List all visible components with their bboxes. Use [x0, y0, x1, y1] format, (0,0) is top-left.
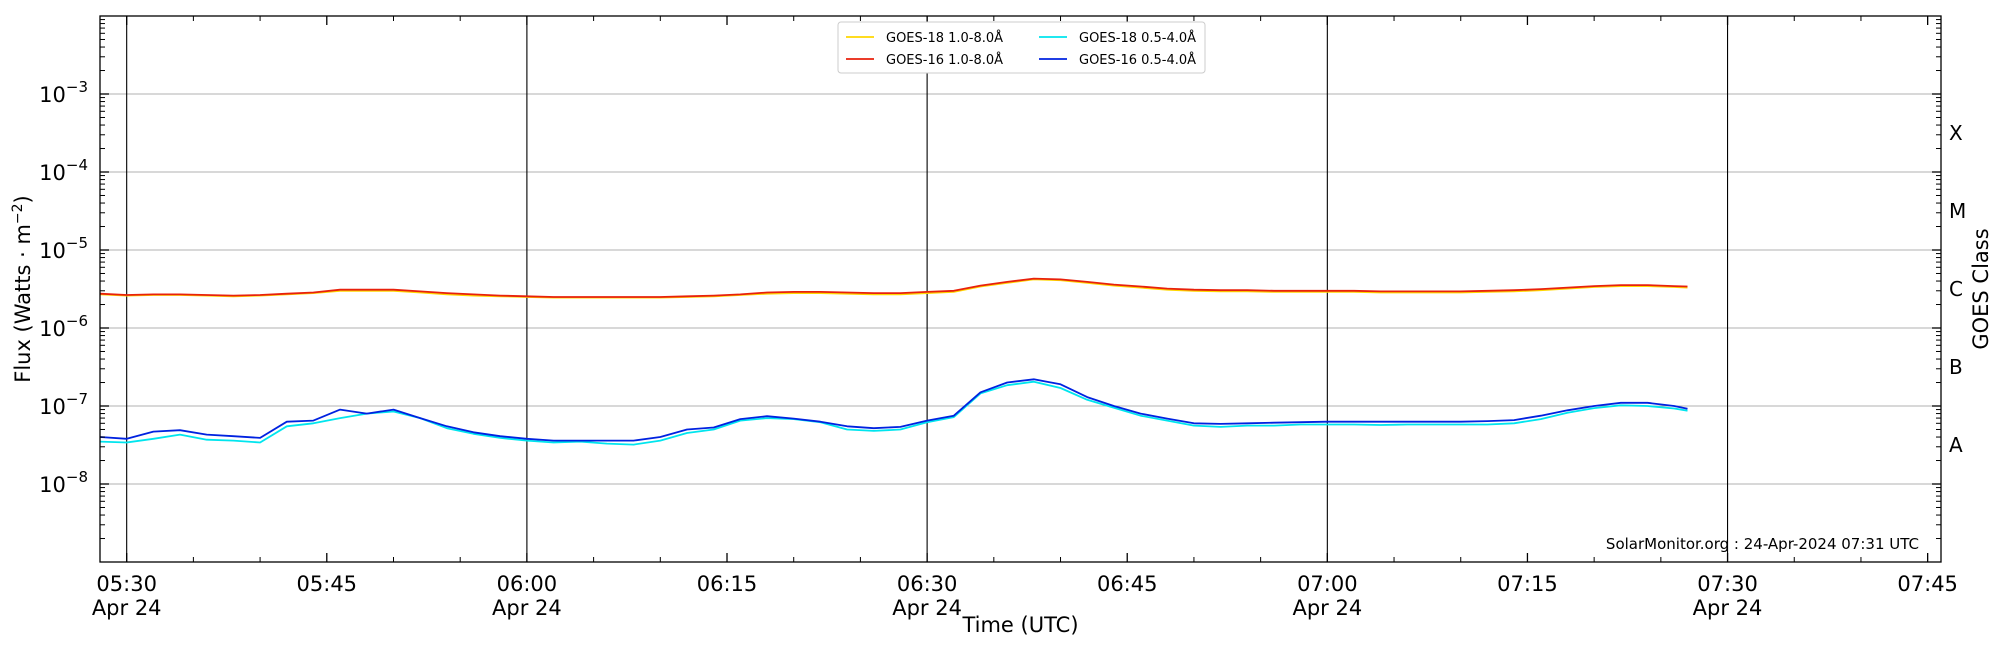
goes-class-labels: A B C M X: [1949, 121, 1966, 457]
legend-label: GOES-18 0.5-4.0Å: [1079, 30, 1196, 46]
series-line: [99, 277, 1688, 298]
y-tick-label: 10−5: [39, 234, 88, 263]
series-lines: [99, 277, 1688, 446]
y-tick-label: 10−6: [39, 312, 88, 341]
x-tick-date-label: Apr 24: [92, 596, 162, 620]
x-tick-label: 05:45: [297, 572, 358, 596]
series-line: [99, 380, 1688, 446]
series-line: [99, 278, 1688, 299]
goes-class-label: M: [1949, 199, 1966, 223]
series-line: [99, 378, 1688, 442]
y-tick-label: 10−8: [39, 468, 88, 497]
x-tick-label: 07:30: [1697, 572, 1758, 596]
y-axis-ticks: 10−8 10−7 10−6 10−5 10−4 10−3: [39, 19, 1941, 540]
y-axis-title: Flux (Watts · m−2): [10, 195, 35, 383]
y-tick-label: 10−3: [39, 78, 88, 107]
legend-label: GOES-16 1.0-8.0Å: [886, 52, 1003, 68]
x-tick-label: 06:45: [1097, 572, 1158, 596]
grid-lines: [100, 93, 1941, 485]
x-tick-label: 07:45: [1897, 572, 1958, 596]
legend-label: GOES-16 0.5-4.0Å: [1079, 52, 1196, 68]
vertical-day-lines: [126, 16, 1729, 562]
x-tick-label: 07:00: [1297, 572, 1358, 596]
credit-annotation: SolarMonitor.org : 24-Apr-2024 07:31 UTC: [1606, 535, 1919, 553]
x-axis-title: Time (UTC): [961, 613, 1078, 637]
legend-label: GOES-18 1.0-8.0Å: [886, 30, 1003, 46]
goes-class-label: A: [1949, 433, 1963, 457]
plot-frame: [99, 15, 1942, 563]
legend-box: [837, 21, 1206, 74]
goes-class-label: B: [1949, 355, 1963, 379]
x-tick-label: 05:30: [96, 572, 157, 596]
y-tick-label: 10−4: [39, 156, 88, 185]
goes-class-axis-title: GOES Class: [1969, 228, 1993, 349]
x-tick-date-label: Apr 24: [492, 596, 562, 620]
x-tick-label: 06:00: [497, 572, 558, 596]
goes-class-label: C: [1949, 277, 1963, 301]
x-tick-date-label: Apr 24: [1292, 596, 1362, 620]
goes-class-label: X: [1949, 121, 1963, 145]
x-tick-label: 06:30: [897, 572, 958, 596]
x-tick-date-label: Apr 24: [1693, 596, 1763, 620]
x-tick-label: 07:15: [1497, 572, 1558, 596]
x-tick-label: 06:15: [697, 572, 758, 596]
x-tick-date-label: Apr 24: [892, 596, 962, 620]
legend: GOES-18 1.0-8.0Å GOES-18 0.5-4.0Å GOES-16 …: [837, 21, 1206, 74]
y-tick-label: 10−7: [39, 390, 88, 419]
